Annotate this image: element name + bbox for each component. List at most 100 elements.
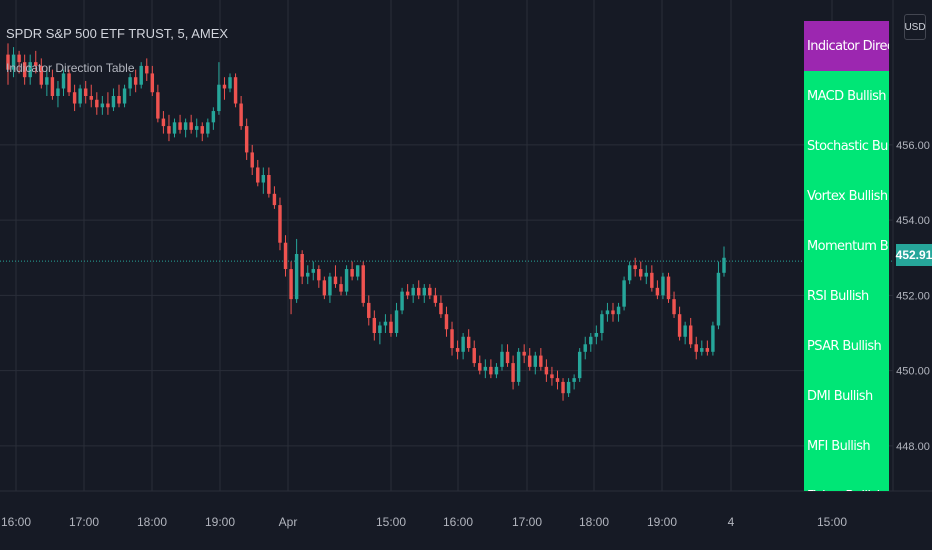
candle-body bbox=[505, 351, 510, 364]
candle-body bbox=[705, 348, 710, 352]
candle-body bbox=[206, 122, 210, 134]
y-tick-label: 450.00 bbox=[896, 366, 930, 378]
candle-body bbox=[34, 62, 38, 66]
table-row: MFI Bullish bbox=[807, 438, 871, 454]
candle-body bbox=[566, 381, 571, 394]
currency-button[interactable]: USD bbox=[904, 14, 926, 40]
candle-body bbox=[145, 65, 149, 74]
table-row: RSI Bullish bbox=[807, 288, 869, 304]
candle-body bbox=[56, 88, 60, 96]
x-tick-label: Apr bbox=[279, 515, 298, 529]
candle-body bbox=[600, 314, 604, 333]
candle-body bbox=[561, 381, 565, 394]
candle-body bbox=[233, 77, 238, 104]
candle-body bbox=[156, 92, 160, 119]
candle-body bbox=[378, 325, 382, 333]
table-row: MACD Bullish bbox=[807, 88, 887, 104]
candle-body bbox=[267, 175, 271, 194]
candle-body bbox=[228, 77, 232, 89]
candle-body bbox=[661, 276, 665, 296]
candle-body bbox=[278, 205, 282, 243]
candle-body bbox=[300, 254, 304, 277]
candle-body bbox=[439, 302, 443, 315]
candle-body bbox=[106, 103, 110, 108]
x-tick-label: 15:00 bbox=[376, 515, 406, 529]
candle-body bbox=[6, 54, 10, 70]
candle-body bbox=[350, 269, 354, 277]
candle-body bbox=[150, 73, 155, 93]
candle-body bbox=[633, 265, 637, 270]
candle-body bbox=[683, 325, 687, 337]
x-tick-label: 16:00 bbox=[443, 515, 473, 529]
x-tick-label: 19:00 bbox=[647, 515, 677, 529]
candle-body bbox=[655, 287, 660, 296]
candle-body bbox=[289, 269, 293, 300]
candle-body bbox=[161, 118, 166, 127]
candle-body bbox=[222, 84, 227, 89]
candle-body bbox=[516, 351, 521, 382]
candle-body bbox=[45, 77, 49, 85]
candle-body bbox=[250, 152, 254, 168]
symbol-title: SPDR S&P 500 ETF TRUST, 5, AMEX bbox=[6, 26, 229, 41]
candle-body bbox=[183, 122, 188, 130]
candle-body bbox=[544, 366, 549, 375]
candle-body bbox=[211, 111, 216, 123]
candle-body bbox=[522, 351, 526, 356]
candle-body bbox=[528, 355, 532, 367]
x-tick-label: 4 bbox=[728, 515, 735, 529]
candle-body bbox=[422, 287, 426, 296]
candle-body bbox=[344, 269, 349, 292]
y-tick-label: 454.00 bbox=[896, 215, 930, 227]
candle-body bbox=[472, 348, 476, 364]
candle-body bbox=[317, 269, 321, 281]
candle-body bbox=[394, 310, 399, 333]
candle-body bbox=[111, 96, 116, 108]
candle-body bbox=[583, 344, 587, 352]
last-price-label: 452.91 bbox=[896, 244, 932, 266]
candle-body bbox=[539, 355, 543, 367]
candle-body bbox=[372, 317, 377, 333]
candle-body bbox=[283, 242, 288, 270]
candle-body bbox=[639, 269, 643, 277]
candle-body bbox=[17, 54, 21, 63]
candle-body bbox=[333, 276, 338, 285]
table-row: PSAR Bullish bbox=[807, 338, 882, 354]
candle-body bbox=[700, 348, 704, 352]
x-tick-label: 19:00 bbox=[205, 515, 235, 529]
candle-body bbox=[433, 295, 438, 303]
candle-body bbox=[478, 363, 482, 371]
table-row: DMI Bullish bbox=[807, 388, 873, 404]
x-tick-label: 18:00 bbox=[579, 515, 609, 529]
candle-body bbox=[261, 175, 266, 183]
candle-body bbox=[100, 103, 105, 108]
candle-body bbox=[128, 77, 132, 89]
y-tick-label: 448.00 bbox=[896, 441, 930, 453]
candle-body bbox=[672, 299, 676, 315]
y-tick-label: 452.00 bbox=[896, 290, 930, 302]
candle-body bbox=[339, 284, 343, 292]
candle-body bbox=[400, 291, 404, 311]
candle-body bbox=[550, 374, 554, 379]
candle-body bbox=[722, 257, 726, 273]
candle-body bbox=[605, 310, 610, 315]
table-row: Stochastic Bullish bbox=[807, 138, 889, 154]
candle-body bbox=[39, 65, 44, 85]
candle-body bbox=[594, 333, 599, 337]
table-row: Momentum Bullish bbox=[807, 238, 889, 254]
candle-body bbox=[716, 272, 721, 326]
candle-body bbox=[611, 310, 615, 315]
candle-body bbox=[67, 73, 71, 93]
indicator-title: Indicator Direction Table bbox=[6, 61, 135, 75]
candle-body bbox=[444, 314, 449, 330]
candle-body bbox=[450, 329, 454, 349]
candle-body bbox=[95, 99, 99, 108]
candle-body bbox=[72, 92, 77, 104]
candle-body bbox=[194, 126, 199, 130]
candle-body bbox=[572, 378, 576, 382]
candle-body bbox=[622, 280, 626, 307]
candle-body bbox=[694, 344, 698, 352]
candle-body bbox=[389, 321, 393, 333]
candle-body bbox=[383, 321, 388, 326]
